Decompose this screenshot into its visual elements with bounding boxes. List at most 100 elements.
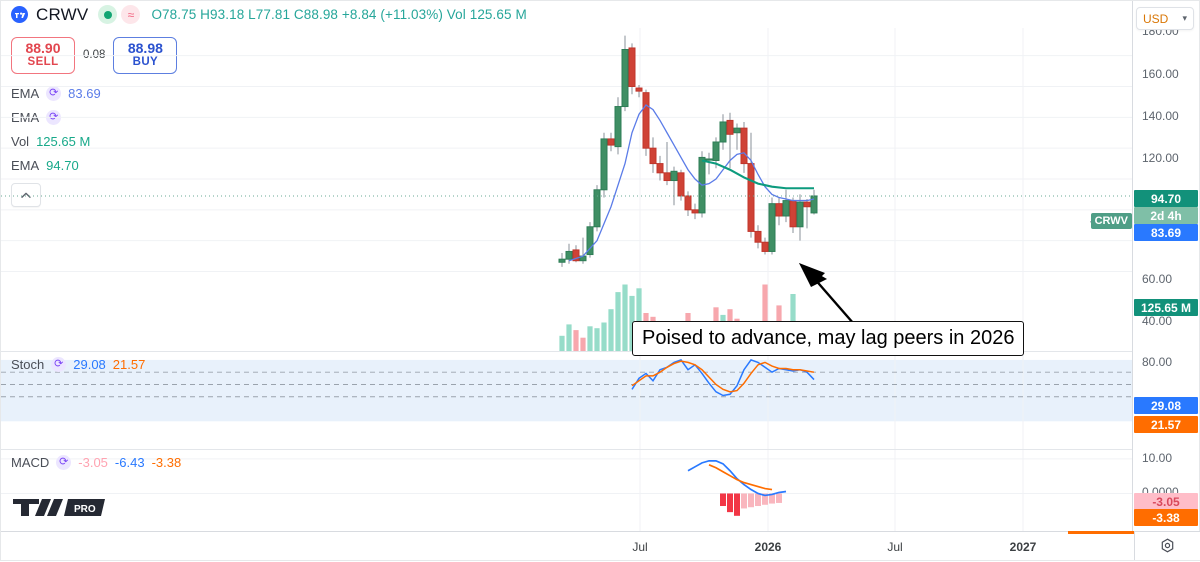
time-axis-label: 2027 <box>1009 540 1037 554</box>
legend-label: EMA <box>11 85 40 101</box>
price-axis-badge[interactable]: 125.65 M <box>1134 299 1198 316</box>
candle-body <box>663 172 671 182</box>
stochastic-svg <box>1 352 1134 449</box>
indicator-legend: EMA ⟳ 83.69 EMA ⟳ Vol 125.65 M EMA 94.70 <box>11 81 101 207</box>
macd-hist-bar <box>769 493 775 504</box>
macd-svg <box>1 450 1134 533</box>
volume-bar <box>580 337 586 351</box>
legend-row-stoch[interactable]: Stoch ⟳ 29.08 21.57 <box>11 355 145 373</box>
candlesticks <box>558 35 818 267</box>
legend-row-macd[interactable]: MACD ⟳ -3.05 -6.43 -3.38 <box>11 453 181 471</box>
stoch-k-line <box>631 359 815 397</box>
legend-value: 83.69 <box>68 85 101 101</box>
legend-row-volume[interactable]: Vol 125.65 M <box>11 129 101 153</box>
candle-body <box>789 200 797 228</box>
chart-settings-icon[interactable] <box>1134 532 1200 560</box>
price-axis-badge[interactable]: 83.69 <box>1134 224 1198 241</box>
ema-teal-line <box>701 159 814 190</box>
candle-body <box>565 250 573 260</box>
time-axis-label: Jul <box>632 540 648 554</box>
price-axis-tick: 80.00 <box>1142 355 1173 369</box>
price-axis-badge[interactable]: 2d 4h <box>1134 207 1198 224</box>
candle-body <box>621 49 629 108</box>
macd-hist-bar <box>741 493 747 509</box>
macd-histogram <box>720 493 782 516</box>
symbol-header: CRWV ≈ O78.75 H93.18 L77.81 C88.98 +8.84… <box>1 1 1134 28</box>
volume-bar <box>636 288 642 351</box>
candle-body <box>740 127 748 165</box>
macd-hist-value: -3.05 <box>78 454 108 470</box>
price-axis-tick: 10.00 <box>1142 451 1173 465</box>
candle-body <box>642 92 650 149</box>
candle-body <box>691 209 699 214</box>
macd-hist-bar <box>776 493 782 503</box>
price-axis-badge[interactable]: 29.08 <box>1134 397 1198 414</box>
candle-body <box>803 201 811 208</box>
candle-body <box>796 201 804 228</box>
price-axis[interactable]: USD ▾ 180.00160.00140.00120.00100.0060.0… <box>1132 1 1199 533</box>
candle-body <box>782 200 790 217</box>
candle-body <box>768 203 776 252</box>
price-axis-tick: 40.00 <box>1142 314 1173 328</box>
price-axis-tick: 120.00 <box>1142 151 1179 165</box>
symbol-ticker[interactable]: CRWV <box>36 4 89 24</box>
macd-line-value: -6.43 <box>114 454 145 470</box>
grid-lines <box>1 28 1134 351</box>
candle-body <box>677 172 685 197</box>
candle-body <box>775 203 783 217</box>
candle-body <box>705 158 713 161</box>
stochastic-pane[interactable]: Stoch ⟳ 29.08 21.57 <box>1 351 1134 449</box>
price-axis-badge[interactable]: -3.05 <box>1134 493 1198 510</box>
currency-selector[interactable]: USD ▾ <box>1136 7 1194 30</box>
candle-body <box>761 241 769 252</box>
refresh-icon[interactable]: ⟳ <box>51 356 67 372</box>
price-axis-badge[interactable]: -3.38 <box>1134 509 1198 526</box>
macd-pane[interactable]: MACD ⟳ -3.05 -6.43 -3.38 <box>1 449 1134 533</box>
macd-hist-bar <box>720 493 726 507</box>
legend-row-ema-1[interactable]: EMA ⟳ 83.69 <box>11 81 101 105</box>
ticker-axis-badge[interactable]: CRWV <box>1090 213 1132 229</box>
realtime-wave-icon: ≈ <box>121 5 141 24</box>
legend-label: MACD <box>11 454 50 470</box>
candle-body <box>656 163 664 174</box>
macd-hist-bar <box>734 493 740 516</box>
legend-label: EMA <box>11 157 40 173</box>
candle-body <box>649 147 657 165</box>
macd-hist-bar <box>755 493 761 507</box>
stoch-d-line <box>631 360 815 393</box>
refresh-icon[interactable]: ⟳ <box>46 85 62 101</box>
candle-body <box>628 47 636 88</box>
buy-label: BUY <box>132 56 159 69</box>
legend-value: 125.65 M <box>36 133 91 149</box>
candle-body <box>607 138 615 146</box>
refresh-icon[interactable]: ⟳ <box>56 454 72 470</box>
volume-bar <box>587 326 593 351</box>
currency-label: USD <box>1143 11 1169 26</box>
legend-label: Vol <box>11 133 30 149</box>
buy-price: 88.98 <box>127 40 163 56</box>
macd-signal-line <box>708 464 773 491</box>
candle-body <box>572 249 580 262</box>
legend-label: Stoch <box>11 356 45 372</box>
annotation-callout[interactable]: Poised to advance, may lag peers in 2026 <box>632 321 1025 356</box>
time-axis-label: Jul <box>887 540 903 554</box>
macd-line <box>687 460 787 497</box>
stoch-legend: Stoch ⟳ 29.08 21.57 <box>11 355 145 373</box>
macd-legend: MACD ⟳ -3.05 -6.43 -3.38 <box>11 453 181 471</box>
candle-body <box>635 87 643 92</box>
volume-bar <box>566 324 572 351</box>
collapse-legend-button[interactable] <box>11 183 41 207</box>
price-chart-pane[interactable] <box>1 28 1134 351</box>
legend-value: 94.70 <box>46 157 79 173</box>
price-axis-tick: 60.00 <box>1142 272 1173 286</box>
volume-bar <box>608 309 614 351</box>
price-axis-tick: 140.00 <box>1142 109 1179 123</box>
price-axis-badge[interactable]: 21.57 <box>1134 416 1198 433</box>
price-axis-badge[interactable]: 94.70 <box>1134 190 1198 207</box>
legend-row-ema-3[interactable]: EMA 94.70 <box>11 153 101 177</box>
tradingview-pro-logo: PRO <box>13 497 105 518</box>
volume-bar <box>601 322 607 351</box>
time-axis-label: 2026 <box>754 540 782 554</box>
time-axis[interactable]: Jul 2026 Jul 2027 <box>1 531 1200 560</box>
